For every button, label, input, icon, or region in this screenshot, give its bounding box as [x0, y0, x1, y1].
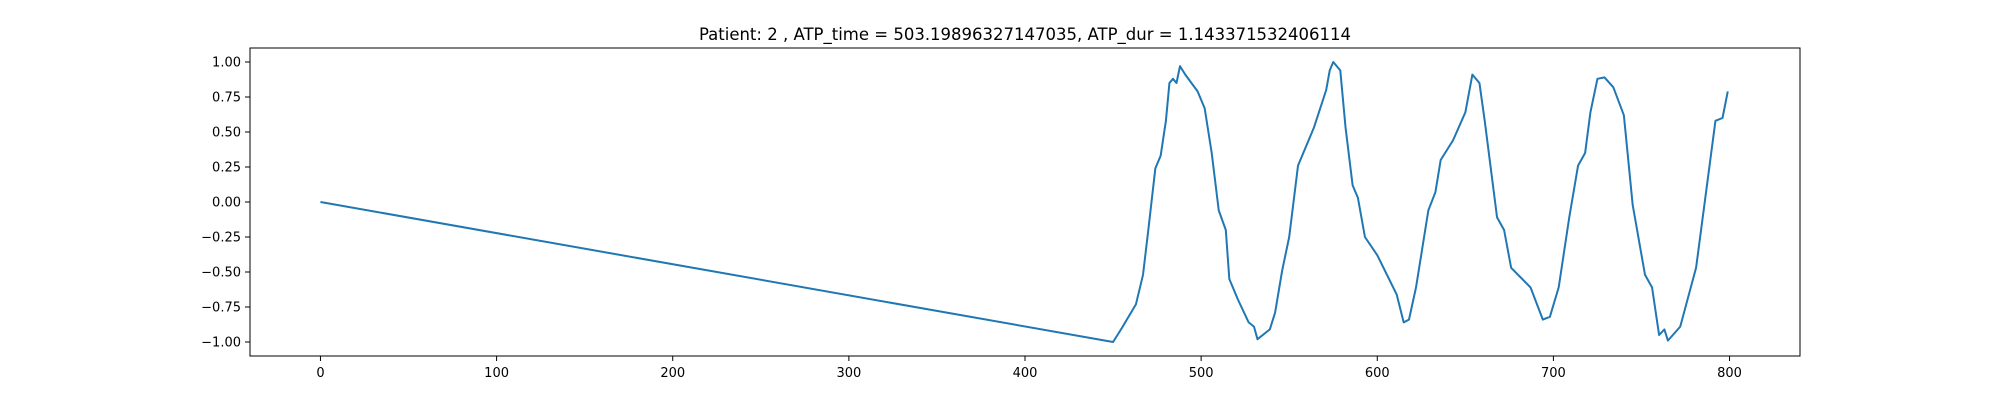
x-tick-label: 400 — [1013, 366, 1038, 381]
plot-frame — [249, 47, 1801, 357]
y-tick-label: −0.50 — [201, 266, 241, 281]
x-tick-label: 0 — [316, 366, 324, 381]
x-tick-label: 700 — [1541, 366, 1566, 381]
y-tick-label: 0.75 — [212, 91, 241, 106]
x-tick-label: 500 — [1189, 366, 1214, 381]
y-tick-label: −0.25 — [201, 231, 241, 246]
y-tick-label: 0.25 — [212, 161, 241, 176]
x-tick-label: 800 — [1717, 366, 1742, 381]
x-tick-label: 300 — [836, 366, 861, 381]
y-tick-label: 1.00 — [212, 56, 241, 71]
chart-title: Patient: 2 , ATP_time = 503.198963271470… — [699, 25, 1351, 45]
y-tick-label: −1.00 — [201, 336, 241, 351]
x-tick-label: 600 — [1365, 366, 1390, 381]
data-line — [320, 61, 1729, 343]
y-tick-label: 0.00 — [212, 196, 241, 211]
x-tick-label: 200 — [660, 366, 685, 381]
x-tick-label: 100 — [484, 366, 509, 381]
y-tick-label: 0.50 — [212, 126, 241, 141]
y-tick-label: −0.75 — [201, 301, 241, 316]
